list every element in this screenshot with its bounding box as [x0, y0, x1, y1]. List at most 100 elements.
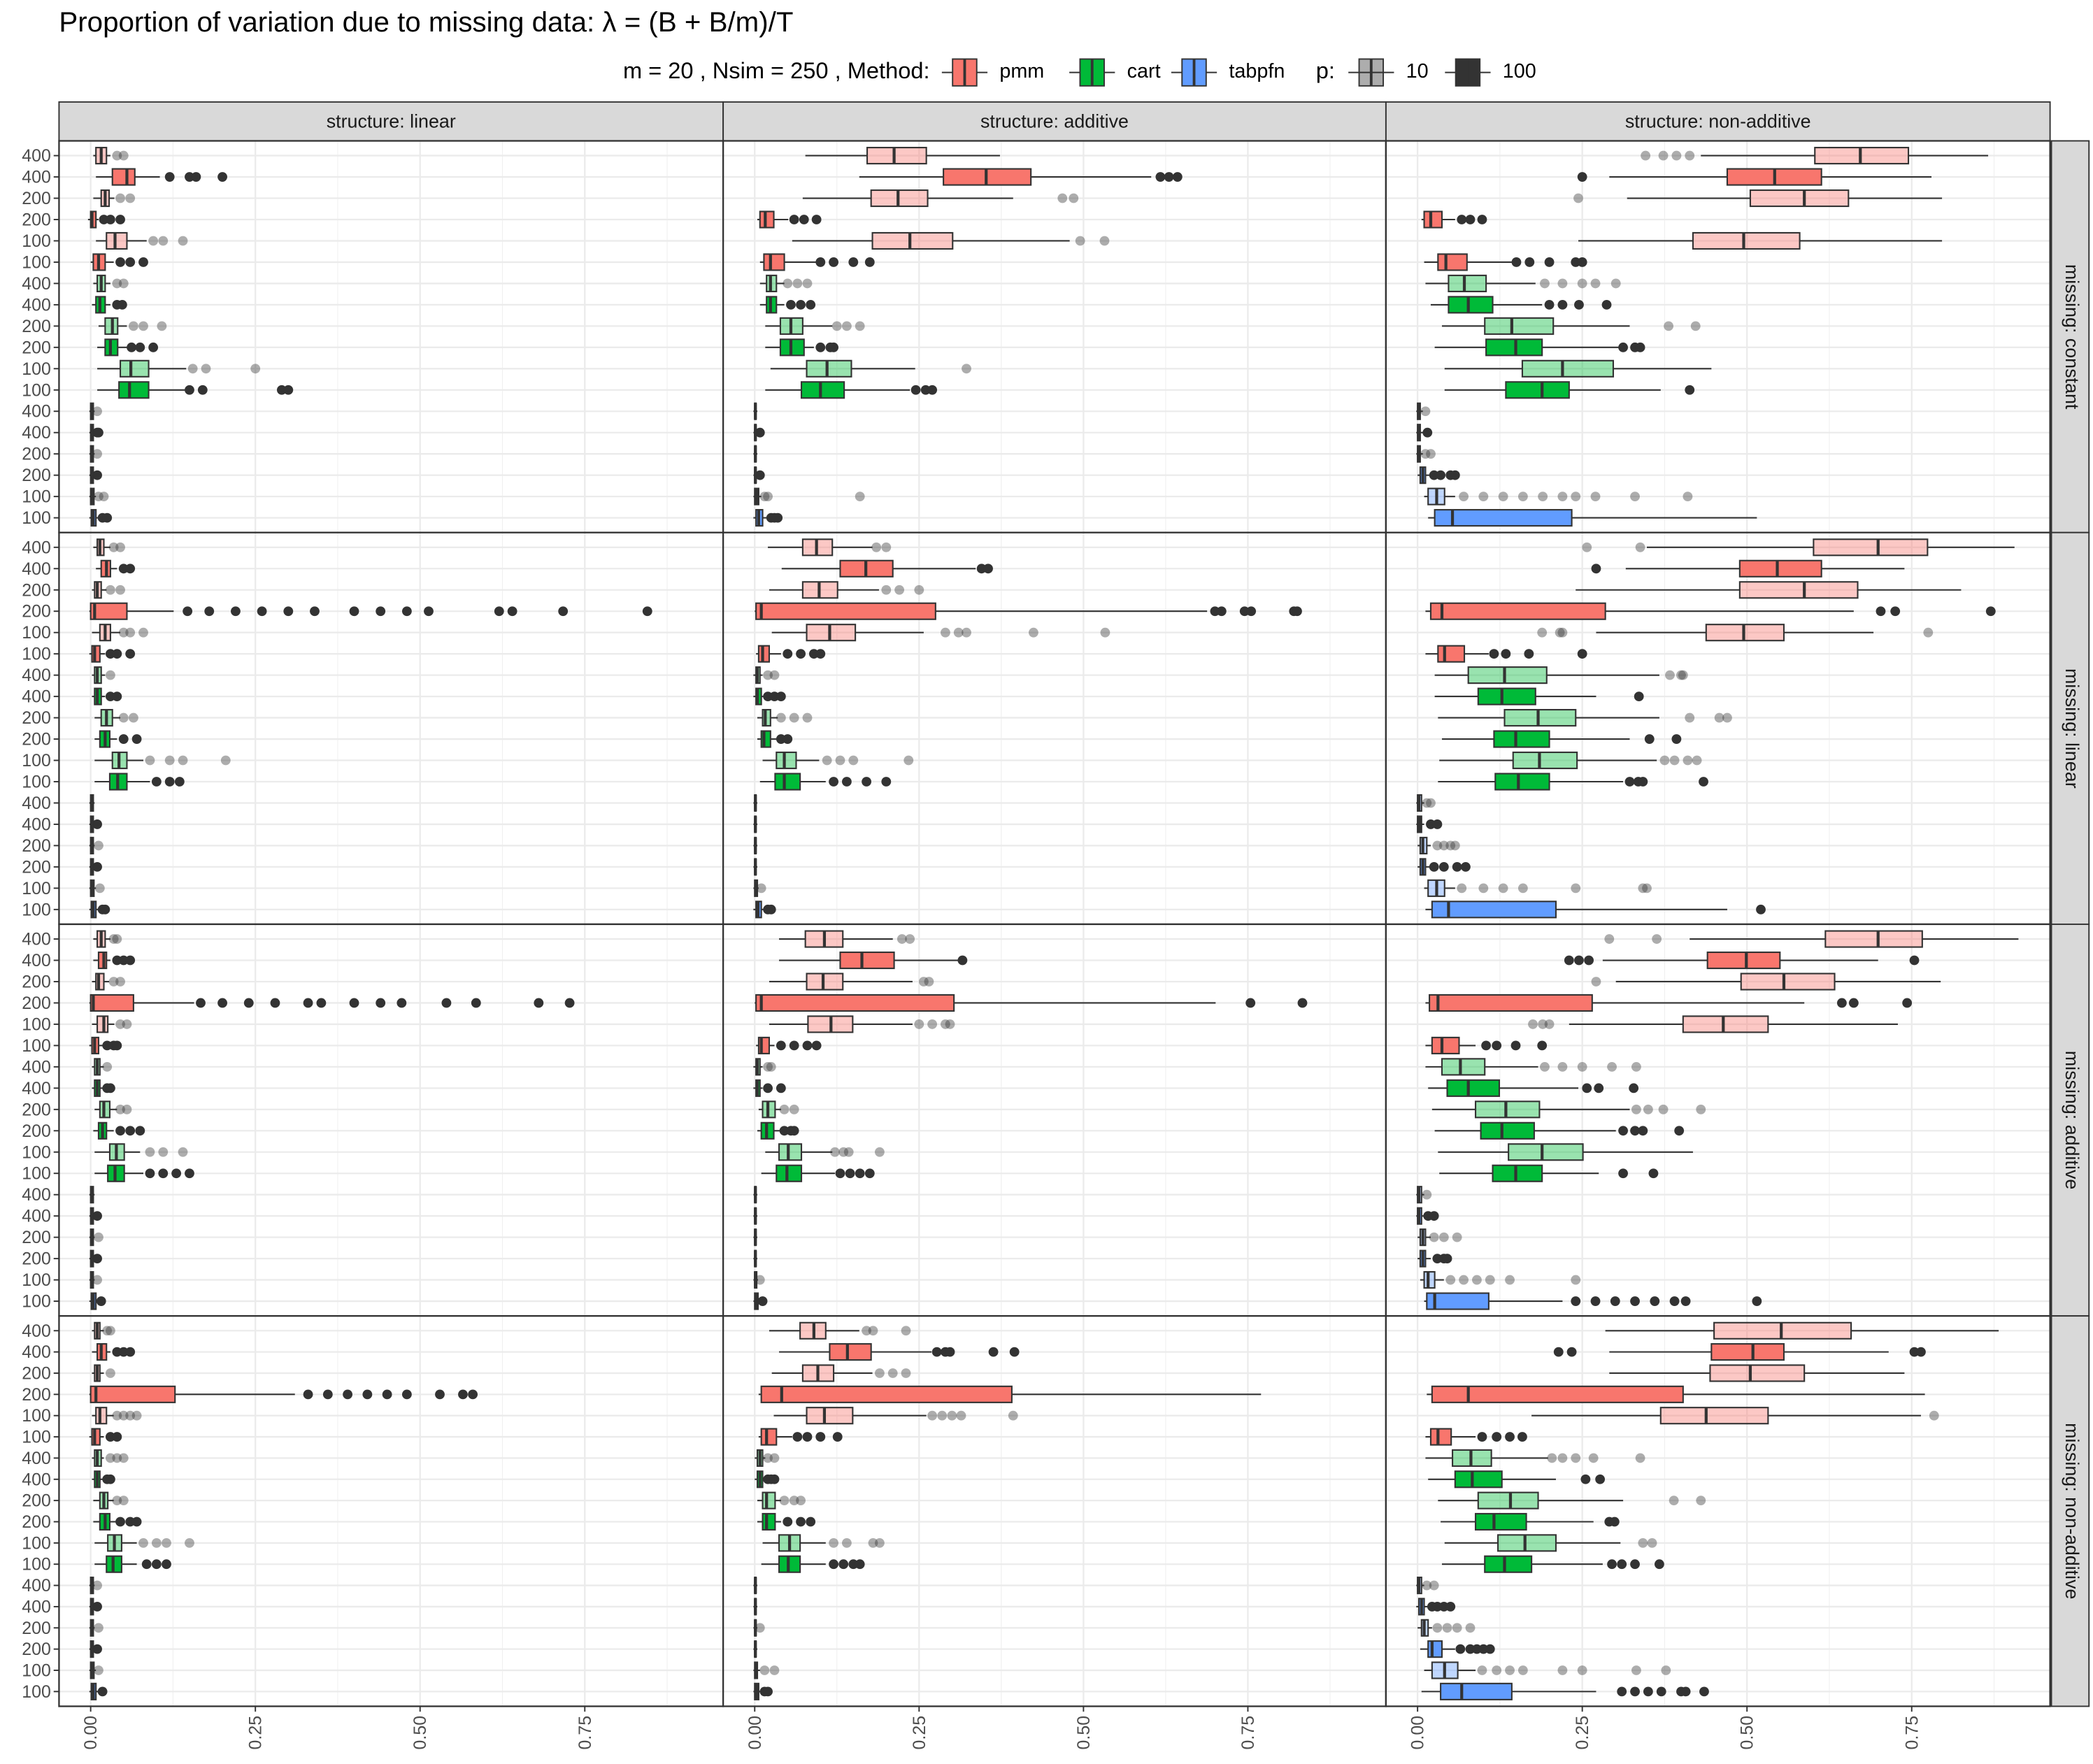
outlier: [164, 755, 175, 766]
outlier: [983, 564, 993, 574]
outlier: [1246, 606, 1257, 617]
box: [774, 773, 801, 791]
outlier: [806, 299, 816, 310]
outlier: [874, 1368, 885, 1378]
y-tick-label: 200: [22, 708, 51, 728]
outlier: [1164, 172, 1174, 182]
outlier: [1634, 691, 1644, 702]
outlier: [303, 1389, 313, 1400]
outlier: [789, 1126, 799, 1136]
outlier: [1659, 755, 1670, 766]
outlier: [1590, 278, 1601, 289]
facet-strip: [2050, 923, 2090, 1317]
outlier: [1557, 1061, 1568, 1072]
outlier: [1524, 649, 1534, 659]
box: [1706, 951, 1781, 970]
box: [1497, 1534, 1557, 1552]
box: [1474, 1100, 1541, 1119]
outlier: [94, 1232, 103, 1242]
outlier: [759, 1665, 770, 1675]
outlier: [1524, 257, 1535, 267]
chart-title: Proportion of variation due to missing d…: [59, 6, 793, 38]
outlier: [1420, 406, 1431, 417]
box: [1503, 709, 1577, 727]
outlier: [1429, 1580, 1439, 1591]
outlier: [135, 342, 145, 352]
outlier: [1671, 150, 1682, 161]
outlier: [763, 1686, 773, 1697]
y-tick-label: 400: [22, 146, 51, 166]
outlier: [1638, 883, 1648, 894]
outlier: [811, 215, 822, 224]
y-tick-label: 400: [22, 423, 51, 443]
outlier: [1631, 1061, 1641, 1072]
outlier: [848, 257, 859, 267]
outlier: [1445, 840, 1456, 851]
outlier: [1609, 1516, 1620, 1527]
outlier: [931, 1347, 942, 1357]
outlier: [914, 1019, 924, 1029]
outlier: [894, 585, 905, 595]
outlier: [1571, 1275, 1581, 1285]
outlier: [1929, 1410, 1939, 1421]
outlier: [1510, 1040, 1521, 1051]
legend-label: pmm: [999, 60, 1044, 83]
outlier: [1538, 492, 1548, 502]
y-tick-label: 100: [22, 508, 51, 528]
outlier: [1630, 492, 1640, 502]
outlier: [1658, 1104, 1669, 1114]
y-tick-label: 100: [22, 1406, 51, 1426]
outlier: [217, 998, 227, 1008]
y-tick-label: 100: [22, 773, 51, 792]
x-tick-label: 0.50: [1738, 1716, 1757, 1750]
box: [1431, 1385, 1684, 1403]
box: [1448, 274, 1487, 292]
outlier: [1429, 1232, 1439, 1242]
outlier: [927, 1019, 938, 1029]
x-tick-label: 0.00: [81, 1716, 101, 1750]
outlier: [862, 1326, 872, 1336]
outlier: [962, 364, 971, 374]
y-tick-label: 200: [22, 602, 51, 622]
outlier: [1638, 1537, 1648, 1548]
y-tick-label: 200: [22, 1640, 51, 1659]
outlier: [1674, 1126, 1685, 1136]
outlier: [1631, 1665, 1641, 1675]
outlier: [941, 627, 950, 638]
outlier: [349, 606, 359, 617]
outlier: [201, 364, 211, 374]
outlier: [871, 542, 882, 552]
outlier: [1557, 492, 1568, 502]
y-tick-label: 100: [22, 1164, 51, 1184]
outlier: [1445, 1602, 1456, 1612]
box: [759, 210, 775, 229]
outlier: [881, 585, 892, 595]
outlier: [164, 172, 175, 182]
outlier: [783, 734, 793, 744]
outlier: [92, 1254, 102, 1264]
outlier: [811, 1040, 822, 1051]
outlier: [257, 606, 267, 617]
outlier: [769, 670, 780, 680]
outlier: [92, 819, 102, 829]
y-tick-label: 200: [22, 1619, 51, 1638]
outlier: [148, 342, 159, 352]
outlier: [1647, 1537, 1657, 1548]
outlier: [755, 1623, 765, 1633]
outlier: [927, 1410, 938, 1421]
outlier: [1669, 755, 1680, 766]
outlier: [855, 492, 865, 502]
outlier: [112, 691, 122, 702]
outlier: [855, 321, 865, 331]
outlier: [362, 1389, 373, 1400]
y-tick-label: 400: [22, 1185, 51, 1205]
outlier: [1544, 1019, 1555, 1029]
outlier: [1836, 998, 1847, 1008]
outlier: [105, 670, 115, 680]
outlier: [1624, 777, 1635, 787]
outlier: [1455, 1644, 1466, 1654]
outlier: [115, 1516, 125, 1527]
outlier: [1848, 998, 1859, 1008]
outlier: [1460, 861, 1471, 872]
outlier: [183, 606, 193, 617]
